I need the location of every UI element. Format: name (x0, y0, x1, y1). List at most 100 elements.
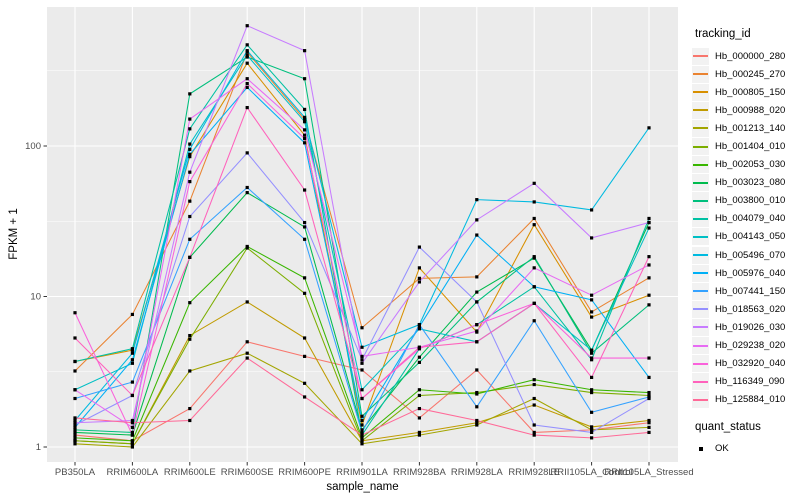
data-point (245, 43, 249, 47)
data-point (303, 354, 307, 358)
legend-title: tracking_id (695, 28, 751, 40)
data-point (417, 388, 421, 392)
data-point (475, 423, 479, 427)
data-point (245, 77, 249, 81)
data-point (303, 395, 307, 399)
data-point (245, 351, 249, 355)
legend-key-line (693, 290, 708, 293)
legend-key-line (693, 217, 708, 220)
legend-label: Hb_000245_270 (715, 68, 786, 80)
legend-entry: Hb_000245_270 (692, 65, 798, 83)
data-point (532, 396, 536, 401)
data-point (188, 117, 192, 121)
data-point (130, 393, 134, 398)
legend-key-line (693, 181, 708, 184)
data-point (188, 337, 192, 341)
legend-entry: Hb_125884_010 (692, 391, 798, 409)
legend-key-line (693, 145, 708, 148)
legend-label: Hb_004079_040 (715, 213, 786, 225)
legend-entry: Hb_029238_020 (692, 337, 798, 355)
data-point (303, 141, 307, 145)
data-point (590, 428, 594, 432)
data-point (188, 199, 192, 203)
data-point (73, 436, 77, 440)
data-point (360, 423, 364, 427)
x-tick-label: RRIM600LE (164, 467, 216, 478)
data-point (417, 433, 421, 437)
data-point (417, 327, 421, 331)
data-point (647, 418, 651, 423)
legend-label: Hb_004143_050 (715, 231, 786, 243)
data-point (73, 388, 77, 392)
data-point (532, 266, 536, 270)
data-point (73, 425, 77, 429)
data-point (73, 428, 77, 432)
legend-label: Hb_001213_140 (715, 122, 786, 134)
legend-key (692, 300, 709, 318)
data-point (475, 233, 479, 237)
data-point (303, 381, 307, 385)
legend-key (692, 282, 709, 300)
data-point (245, 191, 249, 195)
legend-key (692, 174, 709, 192)
data-point (590, 375, 594, 380)
legend-entry: Hb_005496_070 (692, 246, 798, 264)
data-point (417, 345, 421, 349)
legend-key (692, 228, 709, 246)
data-point (303, 276, 307, 280)
data-point (188, 147, 192, 151)
square-point-icon (698, 446, 703, 451)
legend-label: Hb_005496_070 (715, 249, 786, 261)
legend-key (692, 210, 709, 228)
legend-label: Hb_002053_030 (715, 159, 786, 171)
legend-key (692, 337, 709, 355)
y-tick-label: 10 (30, 292, 41, 303)
data-point (130, 442, 134, 446)
legend-entries: Hb_000000_280 Hb_000245_270 Hb_000805_150 H… (692, 47, 798, 409)
x-tick-label: RRIM600PE (278, 467, 331, 478)
legend-key-line (693, 308, 708, 311)
data-point (647, 226, 651, 230)
legend-key (692, 264, 709, 282)
quant-legend-key (692, 440, 709, 458)
data-point (73, 439, 77, 443)
data-point (73, 396, 77, 401)
legend-entry: Hb_003023_080 (692, 174, 798, 192)
data-point (73, 430, 77, 435)
data-point (360, 345, 364, 349)
x-tick-label: RRIM928LE (508, 467, 560, 478)
legend-key-line (693, 362, 708, 365)
data-point (590, 410, 594, 414)
data-point (532, 430, 536, 435)
legend-key (692, 101, 709, 119)
data-point (590, 293, 594, 297)
legend-key-line (693, 272, 708, 275)
data-point (245, 105, 249, 110)
data-point (303, 120, 307, 124)
x-tick-label: PB350LA (55, 467, 96, 478)
data-point (417, 280, 421, 284)
legend-label: Hb_029238_020 (715, 340, 786, 352)
data-point (245, 151, 249, 155)
data-point (590, 436, 594, 440)
data-point (475, 300, 479, 304)
data-point (532, 433, 536, 437)
legend-key-line (693, 254, 708, 257)
data-point (360, 361, 364, 365)
quant-legend-label: OK (715, 443, 729, 455)
x-tick-label: RRIM600LA (107, 467, 159, 478)
data-point (245, 300, 249, 304)
legend-entry: Hb_004079_040 (692, 210, 798, 228)
data-point (360, 388, 364, 392)
data-point (73, 311, 77, 315)
data-point (647, 220, 651, 225)
data-point (73, 423, 77, 427)
legend-label: Hb_116349_090 (715, 376, 785, 388)
data-point (188, 170, 192, 174)
data-point (73, 416, 77, 420)
data-point (188, 180, 192, 184)
data-point (130, 433, 134, 437)
data-point (73, 336, 77, 340)
